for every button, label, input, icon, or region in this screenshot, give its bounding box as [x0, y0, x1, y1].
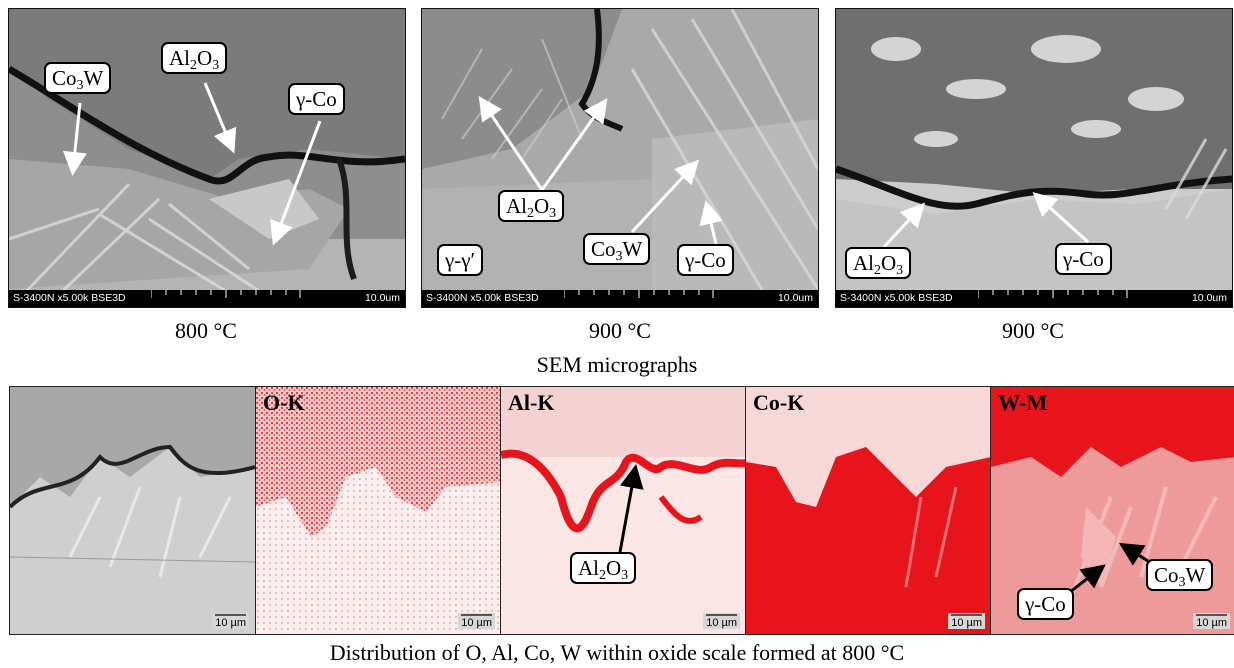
caption-900c-b: 900 °C: [1002, 318, 1064, 343]
instrument-label: S-3400N x5.00k BSE3D: [426, 292, 539, 304]
sem-info-bar: S-3400N x5.00k BSE3D 10.0um: [9, 290, 405, 307]
map-image: [256, 387, 501, 634]
scalebar-label: 10 µm: [706, 617, 737, 629]
label-subscript: 3: [212, 58, 220, 73]
label-gammaco-900a: γ-Co: [677, 244, 734, 276]
label-text: W: [622, 237, 643, 261]
label-subscript: 2: [599, 568, 606, 583]
scale-label: 10.0um: [364, 292, 400, 304]
label-subscript: 3: [1178, 575, 1186, 590]
map-co-k: Co-K 10 µm: [745, 386, 992, 635]
element-label: Co-K: [753, 390, 805, 415]
map-image: [746, 387, 991, 634]
scalebar-label: 10 µm: [951, 617, 982, 629]
sem-info-bar: S-3400N x5.00k BSE3D 10.0um: [836, 290, 1232, 307]
instrument-label: S-3400N x5.00k BSE3D: [13, 292, 126, 304]
map-image: [10, 387, 255, 634]
element-label: W-M: [998, 390, 1048, 415]
map-scalebar: 10 µm: [948, 613, 985, 629]
caption-800c: 800 °C: [175, 318, 237, 343]
label-text: γ-γ′: [445, 248, 476, 272]
map-scalebar: 10 µm: [703, 613, 740, 629]
map-image: [501, 387, 746, 634]
label-gamma-gamma-prime: γ-γ′: [437, 244, 484, 276]
label-text: Co: [1154, 563, 1179, 587]
label-subscript: 3: [549, 206, 557, 221]
label-subscript: 3: [621, 568, 629, 583]
label-text: γ-Co: [296, 87, 337, 111]
label-co3w-map: Co3W: [1146, 559, 1214, 591]
map-scalebar: 10 µm: [458, 613, 495, 629]
scale-ticks: [978, 290, 1128, 298]
label-al2o3-900a: Al2O3: [498, 190, 565, 222]
label-text: O: [197, 46, 213, 70]
map-o-k: O-K 10 µm: [255, 386, 502, 635]
label-text: O: [881, 251, 897, 275]
label-text: O: [534, 194, 550, 218]
label-text: γ-Co: [685, 248, 726, 272]
scalebar-label: 10 µm: [215, 617, 246, 629]
sem-info-bar: S-3400N x5.00k BSE3D 10.0um: [422, 290, 818, 307]
label-subscript: 2: [190, 58, 197, 73]
label-text: γ-Co: [1063, 247, 1104, 271]
instrument-label: S-3400N x5.00k BSE3D: [840, 292, 953, 304]
label-subscript: 2: [874, 263, 881, 278]
label-co3w-800: Co3W: [44, 62, 112, 94]
label-co3w-900a: Co3W: [583, 233, 651, 265]
map-scalebar: 10 µm: [1193, 613, 1230, 629]
label-gammaco-900b: γ-Co: [1055, 243, 1112, 275]
map-scalebar: 10 µm: [212, 613, 249, 629]
bottom-caption: Distribution of O, Al, Co, W within oxid…: [329, 640, 905, 665]
scale-label: 10.0um: [777, 292, 813, 304]
label-subscript: 2: [527, 206, 534, 221]
label-subscript: 3: [76, 78, 84, 93]
label-text: Co: [591, 237, 616, 261]
scale-ticks: [151, 290, 301, 298]
element-label: O-K: [263, 390, 305, 415]
label-gammaco-800: γ-Co: [288, 83, 345, 115]
scale-label: 10.0um: [1191, 292, 1227, 304]
label-text: W: [83, 66, 104, 90]
scale-ticks: [564, 290, 714, 298]
label-text: Al: [578, 556, 599, 580]
label-text: O: [606, 556, 622, 580]
label-subscript: 3: [615, 249, 623, 264]
label-text: γ-Co: [1025, 592, 1066, 616]
map-al-k: Al-K 10 µm: [500, 386, 747, 635]
label-al2o3-900b: Al2O3: [845, 247, 912, 279]
element-label: Al-K: [508, 390, 555, 415]
label-text: Al: [169, 46, 190, 70]
map-bse: 10 µm: [9, 386, 256, 635]
sem-title: SEM micrographs: [536, 352, 698, 377]
scalebar-label: 10 µm: [461, 617, 492, 629]
label-text: W: [1185, 563, 1206, 587]
label-gammaco-map: γ-Co: [1017, 588, 1074, 620]
label-al2o3-map: Al2O3: [570, 552, 637, 584]
caption-900c-a: 900 °C: [589, 318, 651, 343]
label-text: Al: [853, 251, 874, 275]
label-text: Co: [52, 66, 77, 90]
scalebar-label: 10 µm: [1196, 617, 1227, 629]
label-al2o3-800: Al2O3: [161, 42, 228, 74]
label-subscript: 3: [896, 263, 904, 278]
label-text: Al: [506, 194, 527, 218]
